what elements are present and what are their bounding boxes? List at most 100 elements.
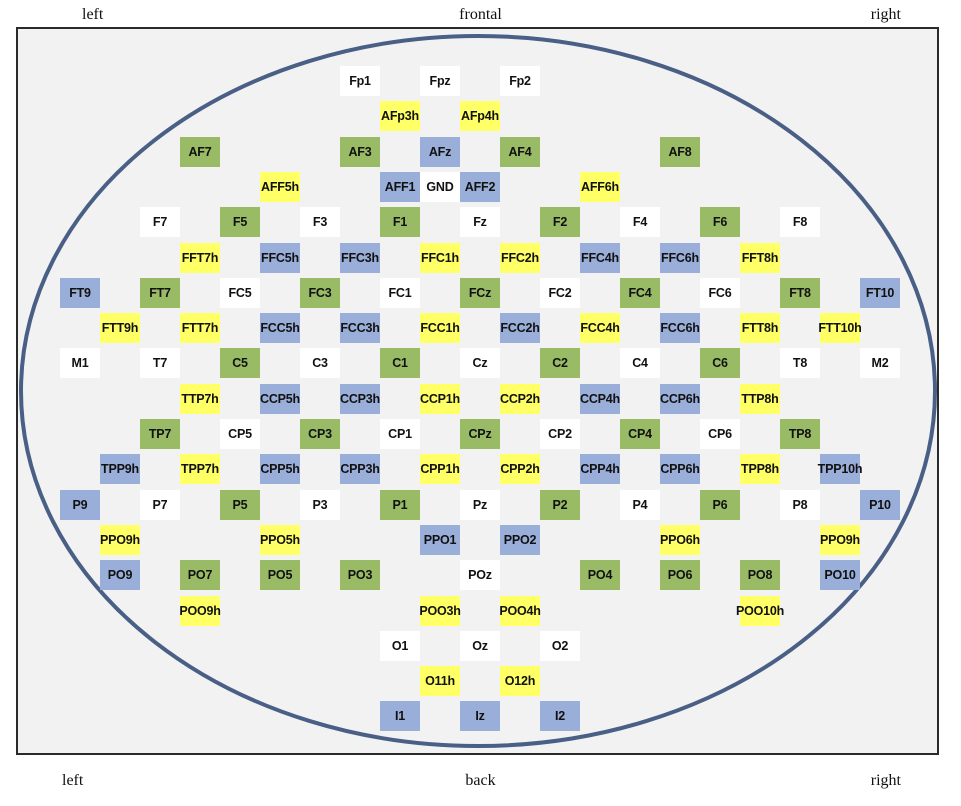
electrode-iz: Iz bbox=[460, 701, 500, 732]
electrode-fcc3h: FCC3h bbox=[340, 313, 380, 344]
electrode-tp7: TP7 bbox=[140, 419, 180, 449]
electrode-o12h: O12h bbox=[500, 666, 540, 697]
electrode-af8: AF8 bbox=[660, 136, 700, 167]
electrode-ftt7h: FTT7h bbox=[180, 313, 220, 344]
electrode-t7: T7 bbox=[140, 348, 180, 379]
electrode-ft10: FT10 bbox=[860, 277, 900, 308]
electrode-ppo6h: PPO6h bbox=[660, 524, 700, 555]
electrode-c5: C5 bbox=[220, 348, 260, 379]
electrode-ccp4h: CCP4h bbox=[580, 383, 620, 414]
electrode-fc3: FC3 bbox=[300, 277, 340, 308]
electrode-fcz: FCz bbox=[460, 277, 500, 308]
electrode-c4: C4 bbox=[620, 348, 660, 379]
electrode-c2: C2 bbox=[540, 348, 580, 379]
caption-bottom-right: right bbox=[870, 772, 901, 789]
electrode-pz: Pz bbox=[460, 489, 500, 520]
electrode-o2: O2 bbox=[540, 630, 580, 661]
electrode-p1: P1 bbox=[380, 489, 420, 520]
electrode-fc2: FC2 bbox=[540, 277, 580, 308]
electrode-c3: C3 bbox=[300, 348, 340, 379]
electrode-oz: Oz bbox=[460, 630, 500, 661]
electrode-cp1: CP1 bbox=[380, 419, 420, 449]
electrode-gnd: GND bbox=[420, 171, 460, 202]
electrode-ffc6h: FFC6h bbox=[660, 242, 700, 273]
electrode-f5: F5 bbox=[220, 207, 260, 238]
electrode-p10: P10 bbox=[860, 489, 900, 520]
electrode-f6: F6 bbox=[700, 207, 740, 238]
electrode-p6: P6 bbox=[700, 489, 740, 520]
electrode-fcc6h: FCC6h bbox=[660, 313, 700, 344]
electrode-fp2: Fp2 bbox=[500, 66, 540, 96]
electrode-fcc4h: FCC4h bbox=[580, 313, 620, 344]
electrode-aff5h: AFF5h bbox=[260, 171, 300, 202]
electrode-fc1: FC1 bbox=[380, 277, 420, 308]
electrode-ccp2h: CCP2h bbox=[500, 383, 540, 414]
electrode-poo4h: POO4h bbox=[499, 595, 541, 626]
electrode-tpp8h: TPP8h bbox=[740, 454, 780, 485]
electrode-po5: PO5 bbox=[260, 560, 300, 591]
electrode-ftt8h: FTT8h bbox=[740, 313, 780, 344]
electrode-p7: P7 bbox=[140, 489, 180, 520]
electrode-af3: AF3 bbox=[340, 136, 380, 167]
electrode-ffc3h: FFC3h bbox=[340, 242, 380, 273]
electrode-cp6: CP6 bbox=[700, 419, 740, 449]
electrode-p3: P3 bbox=[300, 489, 340, 520]
caption-frontal: frontal bbox=[459, 6, 502, 23]
electrode-poo3h: POO3h bbox=[419, 595, 461, 626]
electrode-afz: AFz bbox=[420, 136, 460, 167]
electrode-ffc1h: FFC1h bbox=[420, 242, 460, 273]
electrode-cpp4h: CPP4h bbox=[580, 454, 620, 485]
electrode-cp4: CP4 bbox=[620, 419, 660, 449]
electrode-po7: PO7 bbox=[180, 560, 220, 591]
electrode-fcc1h: FCC1h bbox=[420, 313, 460, 344]
electrode-ffc5h: FFC5h bbox=[260, 242, 300, 273]
electrode-cp2: CP2 bbox=[540, 419, 580, 449]
electrode-ft8: FT8 bbox=[780, 277, 820, 308]
electrode-i1: I1 bbox=[380, 701, 420, 732]
caption-back: back bbox=[465, 772, 496, 789]
electrode-poo9h: POO9h bbox=[179, 595, 221, 626]
electrode-m2: M2 bbox=[860, 348, 900, 379]
electrode-afp4h: AFp4h bbox=[460, 101, 500, 132]
electrode-f2: F2 bbox=[540, 207, 580, 238]
electrode-cz: Cz bbox=[460, 348, 500, 379]
electrode-ttp7h: TTP7h bbox=[180, 383, 220, 414]
electrode-ffc2h: FFC2h bbox=[500, 242, 540, 273]
electrode-afp3h: AFp3h bbox=[380, 101, 420, 132]
caption-bottom-left: left bbox=[62, 772, 84, 789]
electrode-cpp5h: CPP5h bbox=[260, 454, 300, 485]
electrode-ffc4h: FFC4h bbox=[580, 242, 620, 273]
electrode-fft7h: FFT7h bbox=[180, 242, 220, 273]
electrode-m1: M1 bbox=[60, 348, 100, 379]
electrode-fpz: Fpz bbox=[420, 66, 460, 96]
electrode-ccp5h: CCP5h bbox=[260, 383, 300, 414]
electrode-tpp9h: TPP9h bbox=[100, 454, 140, 485]
electrode-po6: PO6 bbox=[660, 560, 700, 591]
electrode-po3: PO3 bbox=[340, 560, 380, 591]
electrode-tpp7h: TPP7h bbox=[180, 454, 220, 485]
electrode-po8: PO8 bbox=[740, 560, 780, 591]
electrode-p4: P4 bbox=[620, 489, 660, 520]
caption-top-left: left bbox=[82, 6, 104, 23]
electrode-aff1: AFF1 bbox=[380, 171, 420, 202]
electrode-ppo2: PPO2 bbox=[500, 524, 540, 555]
electrode-poo10h: POO10h bbox=[736, 595, 784, 626]
electrode-fc5: FC5 bbox=[220, 277, 260, 308]
electrode-tp8: TP8 bbox=[780, 419, 820, 449]
electrode-poz: POz bbox=[460, 560, 500, 591]
electrode-fz: Fz bbox=[460, 207, 500, 238]
electrode-fc6: FC6 bbox=[700, 277, 740, 308]
electrode-cpp2h: CPP2h bbox=[500, 454, 540, 485]
electrode-fcc2h: FCC2h bbox=[500, 313, 540, 344]
electrode-ft7: FT7 bbox=[140, 277, 180, 308]
electrode-tpp10h: TPP10h bbox=[818, 454, 863, 485]
head-ellipse bbox=[19, 34, 937, 748]
electrode-f3: F3 bbox=[300, 207, 340, 238]
electrode-p2: P2 bbox=[540, 489, 580, 520]
electrode-f7: F7 bbox=[140, 207, 180, 238]
electrode-ppo9h: PPO9h bbox=[100, 524, 140, 555]
electrode-cpp1h: CPP1h bbox=[420, 454, 460, 485]
electrode-ftt9h: FTT9h bbox=[100, 313, 140, 344]
electrode-cp5: CP5 bbox=[220, 419, 260, 449]
electrode-ppo9h: PPO9h bbox=[820, 524, 860, 555]
